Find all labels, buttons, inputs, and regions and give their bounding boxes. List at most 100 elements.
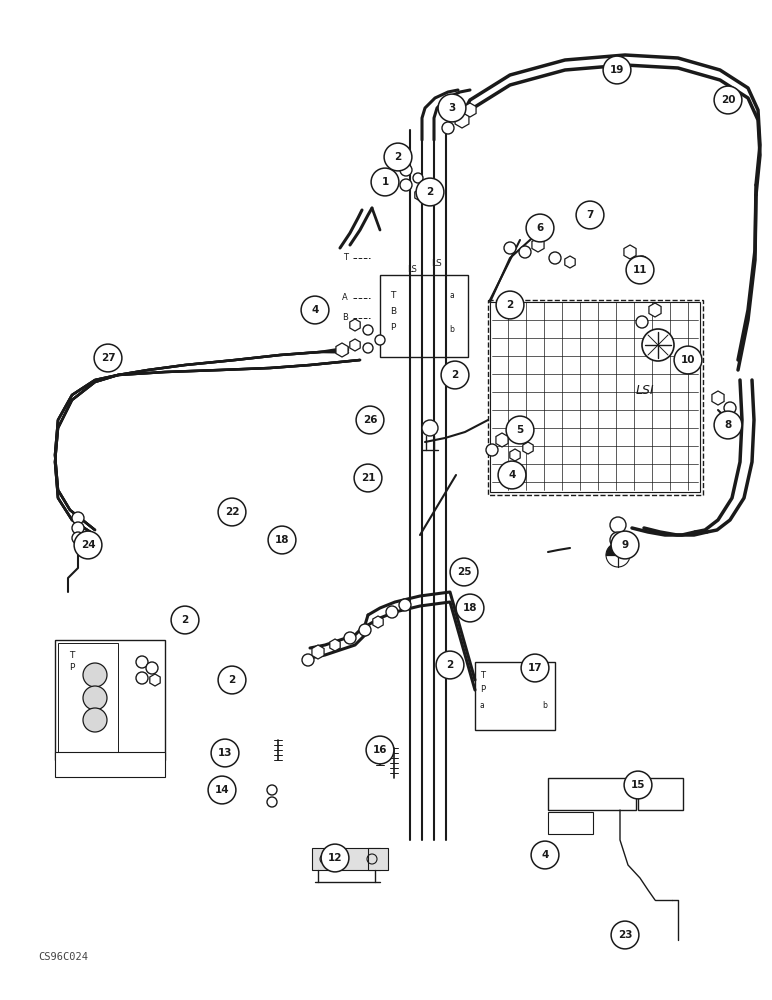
Polygon shape — [350, 339, 361, 351]
Circle shape — [363, 325, 373, 335]
Circle shape — [146, 662, 158, 674]
Bar — [312, 848, 380, 870]
Text: 23: 23 — [618, 930, 632, 940]
Circle shape — [268, 526, 296, 554]
Text: A: A — [342, 294, 348, 302]
Polygon shape — [496, 433, 508, 447]
Text: 2: 2 — [394, 152, 401, 162]
Wedge shape — [606, 543, 630, 555]
Text: CS96C024: CS96C024 — [38, 952, 88, 962]
Circle shape — [384, 143, 412, 171]
Circle shape — [83, 663, 107, 687]
Circle shape — [363, 343, 373, 353]
Text: T: T — [343, 253, 348, 262]
Text: 2: 2 — [426, 187, 434, 197]
Circle shape — [611, 921, 639, 949]
Circle shape — [642, 329, 674, 361]
Circle shape — [436, 651, 464, 679]
Text: 3: 3 — [449, 103, 455, 113]
Text: 18: 18 — [275, 535, 290, 545]
Text: B: B — [390, 308, 396, 316]
Text: a: a — [449, 290, 455, 300]
Circle shape — [354, 464, 382, 492]
Circle shape — [610, 517, 626, 533]
Text: 20: 20 — [721, 95, 735, 105]
Wedge shape — [606, 555, 630, 567]
Circle shape — [441, 361, 469, 389]
Polygon shape — [336, 343, 348, 357]
Text: b: b — [543, 702, 547, 710]
Text: T: T — [390, 290, 395, 300]
Circle shape — [496, 291, 524, 319]
Text: 2: 2 — [506, 300, 513, 310]
Bar — [380, 275, 468, 357]
Text: 25: 25 — [457, 567, 471, 577]
Bar — [475, 662, 555, 730]
Circle shape — [83, 708, 107, 732]
Circle shape — [422, 420, 438, 436]
Circle shape — [636, 316, 648, 328]
Text: 12: 12 — [328, 853, 342, 863]
Circle shape — [636, 256, 648, 268]
Circle shape — [486, 444, 498, 456]
Text: 18: 18 — [462, 603, 477, 613]
Circle shape — [171, 606, 199, 634]
Text: B: B — [342, 314, 348, 322]
Text: P: P — [480, 686, 485, 694]
Circle shape — [72, 532, 84, 544]
Circle shape — [603, 56, 631, 84]
Circle shape — [267, 797, 277, 807]
Circle shape — [399, 599, 411, 611]
Polygon shape — [373, 616, 383, 628]
Text: 2: 2 — [229, 675, 235, 685]
Polygon shape — [415, 189, 425, 201]
Circle shape — [624, 771, 652, 799]
Circle shape — [450, 558, 478, 586]
Circle shape — [72, 512, 84, 524]
Bar — [638, 778, 683, 810]
Circle shape — [386, 606, 398, 618]
Bar — [490, 302, 700, 492]
Circle shape — [576, 201, 604, 229]
Text: 14: 14 — [215, 785, 229, 795]
Bar — [368, 848, 388, 870]
Text: 7: 7 — [586, 210, 594, 220]
Circle shape — [531, 841, 559, 869]
Text: LSI: LSI — [635, 383, 655, 396]
Text: 21: 21 — [361, 473, 375, 483]
Text: 4: 4 — [541, 850, 549, 860]
Polygon shape — [532, 238, 544, 252]
Text: 2: 2 — [181, 615, 188, 625]
Circle shape — [714, 86, 742, 114]
Bar — [548, 812, 593, 834]
Circle shape — [366, 736, 394, 764]
Polygon shape — [150, 674, 161, 686]
Circle shape — [413, 173, 423, 183]
Text: 15: 15 — [631, 780, 645, 790]
Polygon shape — [312, 645, 324, 659]
Circle shape — [218, 666, 246, 694]
Polygon shape — [330, 639, 340, 651]
Circle shape — [136, 656, 148, 668]
Circle shape — [610, 532, 626, 548]
Text: 6: 6 — [537, 223, 543, 233]
Text: T: T — [69, 650, 75, 660]
Circle shape — [302, 654, 314, 666]
Circle shape — [359, 624, 371, 636]
Text: 26: 26 — [363, 415, 378, 425]
Circle shape — [521, 654, 549, 682]
Circle shape — [72, 522, 84, 534]
Circle shape — [83, 686, 107, 710]
Circle shape — [498, 461, 526, 489]
Text: 9: 9 — [621, 540, 628, 550]
Circle shape — [416, 178, 444, 206]
Circle shape — [456, 594, 484, 622]
Circle shape — [211, 739, 239, 767]
Bar — [548, 778, 636, 810]
Polygon shape — [712, 391, 724, 405]
Text: a: a — [480, 702, 485, 710]
Text: T: T — [480, 670, 485, 680]
Circle shape — [626, 256, 654, 284]
Text: P: P — [69, 664, 75, 672]
Text: 1: 1 — [381, 177, 388, 187]
